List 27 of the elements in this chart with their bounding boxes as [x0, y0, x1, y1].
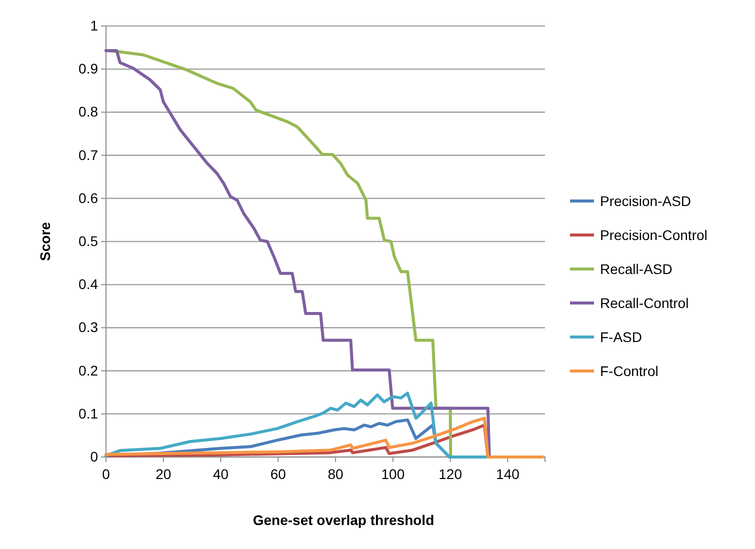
x-tick-label: 100 — [381, 466, 405, 482]
x-axis-title: Gene-set overlap threshold — [252, 512, 434, 528]
y-axis-title: Score — [37, 222, 53, 261]
y-tick-label: 0.2 — [78, 362, 98, 378]
y-tick-label: 0.5 — [78, 232, 98, 249]
y-tick-label: 0.9 — [78, 60, 98, 77]
legend-label: F-Control — [600, 363, 658, 379]
x-tick-label: 60 — [270, 466, 286, 482]
legend-label: Precision-ASD — [600, 193, 692, 209]
x-tick-label: 80 — [328, 466, 344, 482]
y-tick-label: 0 — [90, 448, 98, 464]
y-tick-label: 0.1 — [78, 405, 98, 422]
legend-label: Recall-Control — [600, 295, 689, 311]
y-tick-label: 0.8 — [78, 104, 98, 120]
legend-label: Recall-ASD — [600, 261, 672, 277]
x-tick-label: 20 — [156, 466, 172, 482]
x-tick-label: 120 — [438, 466, 462, 482]
y-tick-label: 0.6 — [78, 190, 98, 206]
x-tick-label: 140 — [496, 466, 520, 482]
legend-label: F-ASD — [600, 329, 642, 345]
y-tick-label: 0.4 — [78, 276, 98, 292]
y-tick-label: 0.3 — [78, 319, 98, 336]
y-tick-label: 0.7 — [78, 146, 98, 163]
x-tick-label: 0 — [102, 466, 110, 482]
y-tick-label: 1 — [90, 17, 98, 34]
x-tick-label: 40 — [212, 466, 229, 482]
legend-label: Precision-Control — [600, 227, 708, 243]
